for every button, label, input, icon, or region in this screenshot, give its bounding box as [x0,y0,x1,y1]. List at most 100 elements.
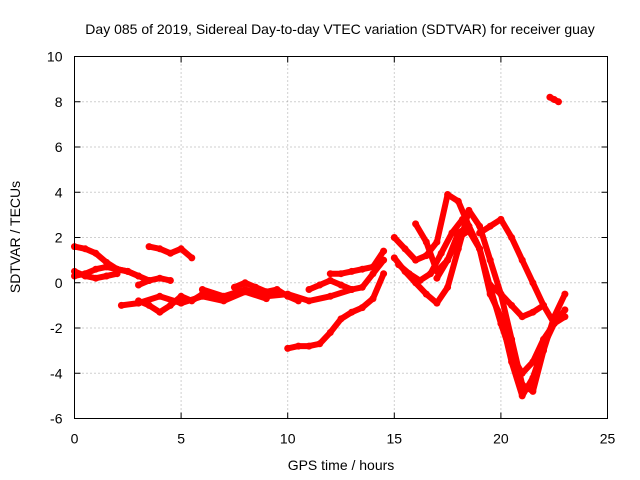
data-point [459,215,466,223]
data-point [262,288,270,296]
series-arc-07 [135,290,228,316]
data-point [497,290,505,298]
data-point [305,286,313,293]
data-point [390,234,398,241]
data-point [294,342,302,350]
axis-ticks [74,56,608,419]
data-point [166,277,174,284]
data-point [465,206,473,214]
data-point [326,292,334,300]
data-point [316,281,324,289]
data-point [326,329,334,336]
data-point [348,286,356,293]
data-point [518,369,526,377]
data-point [198,286,206,293]
y-tick-label: 4 [55,184,63,200]
data-point [337,270,345,278]
data-point [433,274,441,282]
data-point [337,315,345,323]
data-point [358,265,366,273]
y-tick-label: 8 [55,94,63,110]
data-point [465,222,473,230]
data-point [135,297,142,305]
data-point [401,245,409,253]
data-point [550,320,558,327]
y-axis-tick-labels: -6 -4 -2 0 2 4 6 8 10 [47,49,63,427]
data-point [448,229,456,237]
data-point [188,254,196,262]
data-point [369,263,377,271]
data-point [316,340,324,348]
data-point [518,256,526,264]
data-point [156,274,164,282]
series-trace [135,275,174,288]
series-arc-03 [71,267,121,282]
data-point [230,283,238,291]
data-point [135,281,142,289]
series-arc-15 [395,215,466,284]
y-tick-label: -6 [50,411,63,427]
chart-title: Day 085 of 2019, Sidereal Day-to-day VTE… [85,21,594,37]
series-arc-19 [486,281,547,321]
x-tick-label: 25 [600,431,616,447]
x-axis-tick-labels: 0 5 10 15 20 25 [71,431,616,447]
data-point [486,281,494,289]
y-tick-label: 0 [55,275,63,291]
data-point [358,304,366,312]
data-points [71,93,569,400]
series-arc-09 [230,279,302,305]
data-point [284,292,292,300]
y-axis-label: SDTVAR / TECUs [7,181,23,293]
data-point [529,387,537,395]
data-point [390,254,398,262]
data-point [518,313,526,321]
y-tick-label: -2 [50,320,63,336]
y-tick-label: 10 [47,49,63,65]
data-point [529,358,537,366]
data-point [476,222,484,230]
data-point [405,270,413,278]
data-point [124,267,132,275]
data-point [188,297,196,305]
data-point [444,283,452,291]
data-point [412,256,420,264]
data-point [145,243,153,251]
data-point [117,301,125,309]
data-point [156,308,164,316]
data-point [145,301,153,309]
y-tick-label: 2 [55,230,63,246]
series-trace [433,223,558,377]
data-point [380,270,388,278]
data-point [220,292,228,300]
data-point [337,281,345,289]
data-point [166,301,174,309]
series-arc-11 [305,256,388,293]
data-point [145,277,153,284]
data-point [348,267,356,275]
data-point [422,290,430,298]
data-point [294,297,302,305]
data-point [444,256,452,264]
data-point [305,342,313,350]
data-point [92,265,100,273]
data-point [113,270,121,278]
data-point [508,301,516,309]
series-trace [199,286,355,304]
data-point [427,270,434,278]
x-tick-label: 5 [177,431,185,447]
series-arc-12 [326,247,388,278]
data-point [454,229,462,237]
data-point [166,249,174,257]
data-point [92,249,100,257]
series-arc-20 [546,93,562,106]
series-arc-10 [284,270,388,352]
data-point [437,249,445,257]
data-point [103,263,110,271]
data-point [369,295,377,303]
data-point [433,299,441,307]
data-point [540,301,547,309]
series-arc-05 [135,274,174,289]
data-point [454,197,462,205]
data-point [252,283,260,291]
